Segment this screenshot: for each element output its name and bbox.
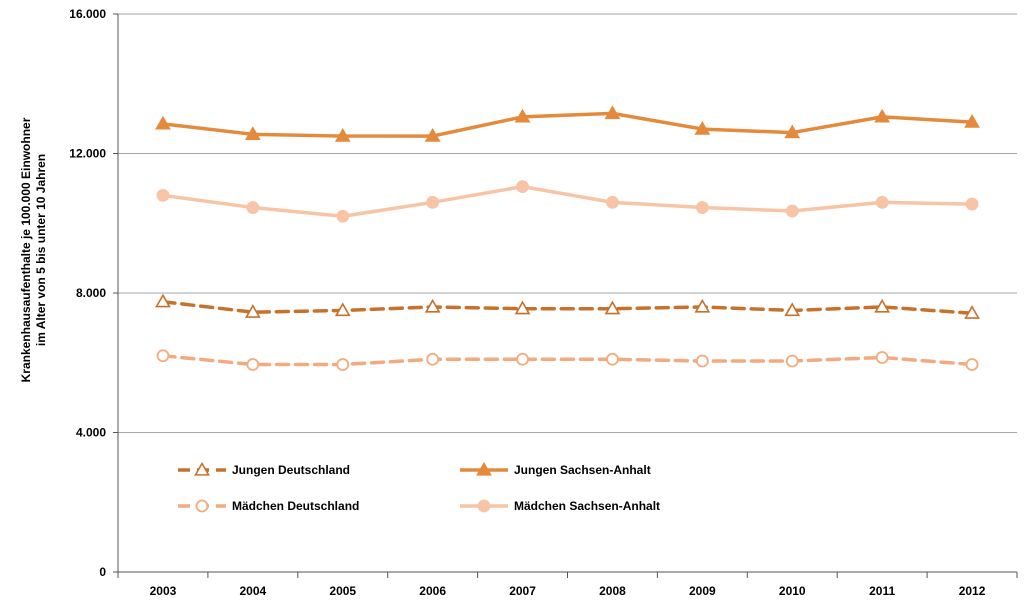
y-tick-labels: 0 4.000 8.000 12.000 16.000 xyxy=(69,7,106,579)
series-line xyxy=(161,299,974,315)
data-point xyxy=(875,195,889,209)
y-axis-label-container: Krankenhausaufenthalte je 100.000 Einwoh… xyxy=(6,60,62,440)
data-point xyxy=(476,461,492,476)
y-tick-label: 0 xyxy=(99,565,106,579)
data-point xyxy=(514,300,531,315)
data-point xyxy=(424,298,441,313)
legend-label: Jungen Deutschland xyxy=(232,463,350,477)
series-line xyxy=(161,111,974,138)
data-point xyxy=(694,120,711,135)
y-axis-label-line-2: im Alter von 5 bis unter 10 Jahren xyxy=(34,153,48,347)
data-point xyxy=(244,304,261,318)
data-point xyxy=(195,499,209,513)
data-point xyxy=(424,127,441,142)
data-point xyxy=(604,105,621,120)
data-point xyxy=(606,195,619,209)
data-point xyxy=(516,352,529,366)
x-tick-label: 2003 xyxy=(150,584,177,598)
data-point xyxy=(336,358,350,371)
data-point xyxy=(785,354,799,368)
legend-item: Mädchen Sachsen-Anhalt xyxy=(460,499,660,513)
data-point xyxy=(156,188,170,202)
data-point xyxy=(964,114,980,128)
series-line xyxy=(161,184,974,219)
y-axis-label: Krankenhausaufenthalte je 100.000 Einwoh… xyxy=(19,70,49,430)
data-point xyxy=(964,305,980,319)
data-point xyxy=(194,461,210,476)
legend-item: Jungen Deutschland xyxy=(178,461,350,477)
data-point xyxy=(606,352,619,366)
series-m-dchen-deutschland xyxy=(156,349,979,371)
axes xyxy=(113,13,1018,578)
legend-item: Jungen Sachsen-Anhalt xyxy=(460,461,651,477)
x-tick-label: 2008 xyxy=(599,584,626,598)
data-point xyxy=(246,358,260,371)
data-point xyxy=(426,352,440,366)
x-tick-label: 2006 xyxy=(419,584,446,598)
data-point xyxy=(695,201,709,214)
data-point xyxy=(426,195,440,209)
x-tick-label: 2012 xyxy=(959,584,986,598)
data-point xyxy=(516,180,529,194)
series-lines xyxy=(155,105,980,371)
data-point xyxy=(874,298,891,313)
x-tick-label: 2004 xyxy=(239,584,266,598)
data-point xyxy=(604,300,621,315)
data-point xyxy=(477,499,491,513)
data-point xyxy=(875,351,889,364)
legend-item: Mädchen Deutschland xyxy=(178,499,359,513)
legend-label: Mädchen Deutschland xyxy=(232,499,359,513)
data-point xyxy=(334,127,351,142)
y-tick-label: 12.000 xyxy=(69,147,106,161)
data-point xyxy=(874,108,891,123)
y-tick-label: 16.000 xyxy=(69,7,106,21)
x-tick-label: 2005 xyxy=(329,584,356,598)
data-point xyxy=(246,201,260,214)
series-m-dchen-sachsen-anhalt xyxy=(156,180,979,223)
legend-label: Jungen Sachsen-Anhalt xyxy=(514,463,651,477)
x-tick-label: 2011 xyxy=(869,584,895,598)
x-tick-label: 2007 xyxy=(509,584,536,598)
x-tick-label: 2009 xyxy=(689,584,716,598)
data-point xyxy=(336,209,350,223)
data-point xyxy=(695,354,709,368)
y-tick-label: 4.000 xyxy=(76,426,106,440)
data-point xyxy=(784,302,801,317)
data-point xyxy=(155,293,171,308)
data-point xyxy=(155,115,171,130)
legend: Jungen Deutschland Jungen Sachsen-Anhalt M… xyxy=(178,461,660,513)
x-tick-label: 2010 xyxy=(779,584,806,598)
data-point xyxy=(244,126,261,140)
data-point xyxy=(784,124,801,139)
gridlines xyxy=(118,13,1017,433)
x-tick-labels: 2003 2004 2005 2006 2007 2008 2009 2010 2011 2012 xyxy=(150,584,986,598)
series-jungen-sachsen-anhalt xyxy=(155,105,980,142)
data-point xyxy=(694,298,711,313)
y-tick-label: 8.000 xyxy=(76,286,106,300)
data-point xyxy=(965,197,979,211)
data-point xyxy=(965,358,979,371)
data-point xyxy=(514,108,531,123)
data-point xyxy=(334,302,351,317)
y-axis-label-line-1: Krankenhausaufenthalte je 100.000 Einwoh… xyxy=(19,117,33,383)
series-line xyxy=(161,354,974,367)
series-jungen-deutschland xyxy=(155,293,980,319)
legend-label: Mädchen Sachsen-Anhalt xyxy=(514,499,660,513)
data-point xyxy=(156,349,170,363)
data-point xyxy=(785,204,799,218)
